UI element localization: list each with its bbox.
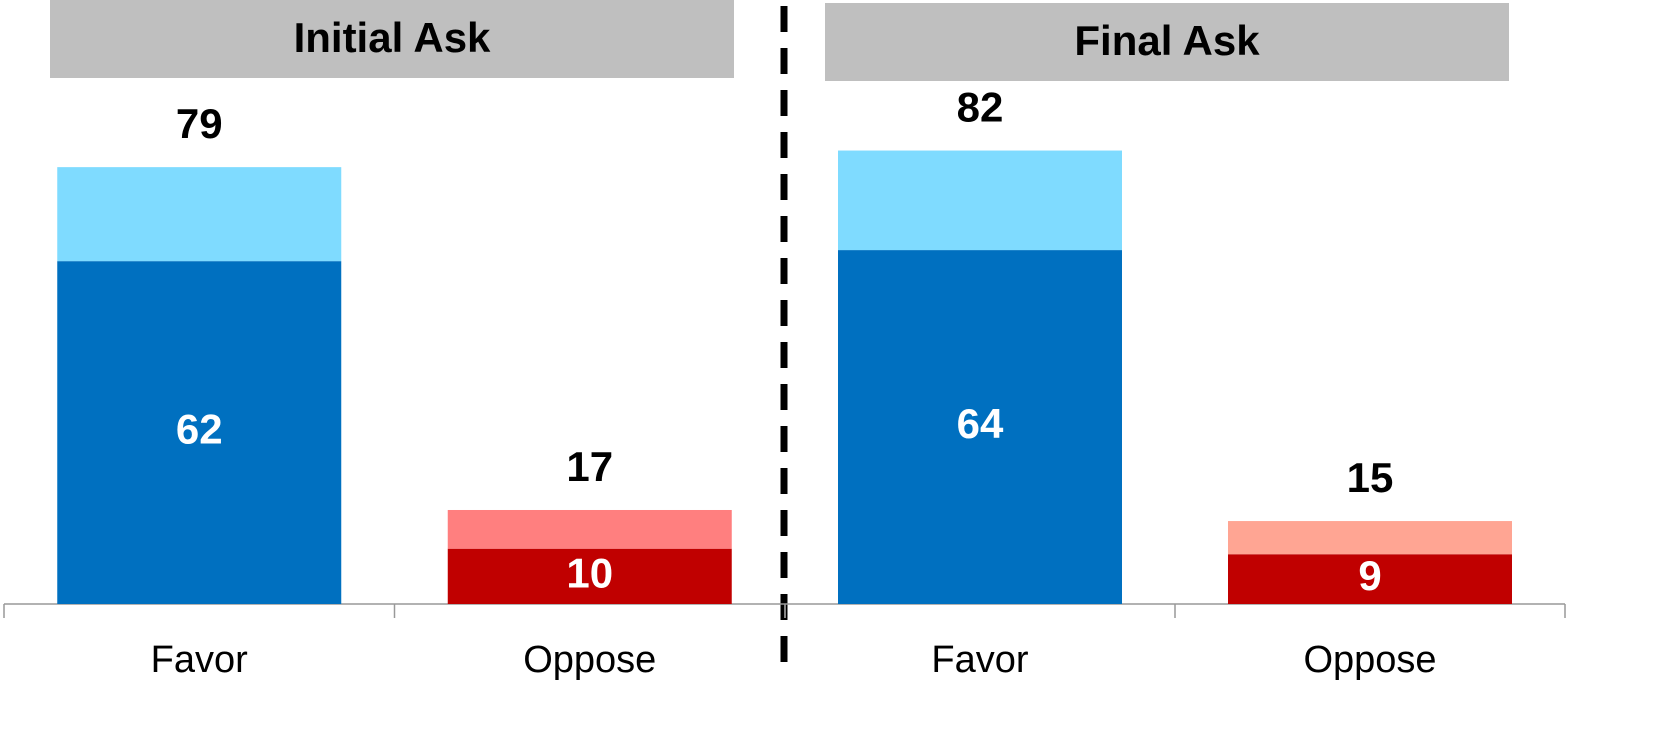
- header-box: [825, 3, 1509, 81]
- x-tick-label: Oppose: [523, 639, 656, 681]
- bar-segment: [57, 261, 342, 604]
- segment-label: 64: [957, 400, 1004, 447]
- panel-title: Initial Ask: [294, 14, 491, 61]
- total-label: 82: [957, 84, 1004, 131]
- segment-label: 10: [566, 549, 613, 596]
- segment-label: 62: [176, 406, 223, 453]
- bar-segment: [57, 167, 342, 262]
- bar-segment: [838, 250, 1122, 604]
- bar-segment: [447, 509, 732, 549]
- total-label: 17: [566, 443, 613, 490]
- bar-segment: [1228, 521, 1512, 555]
- segment-label: 9: [1358, 552, 1381, 599]
- x-tick-label: Favor: [151, 639, 248, 681]
- bar-segment: [838, 150, 1122, 251]
- total-label: 15: [1347, 454, 1394, 501]
- bar-segment: [1228, 554, 1512, 604]
- total-label: 79: [176, 100, 223, 147]
- bar-segment: [447, 548, 732, 604]
- header-box: [50, 0, 734, 78]
- x-tick-label: Oppose: [1303, 639, 1436, 681]
- panel-title: Final Ask: [1074, 17, 1260, 64]
- x-tick-label: Favor: [931, 639, 1028, 681]
